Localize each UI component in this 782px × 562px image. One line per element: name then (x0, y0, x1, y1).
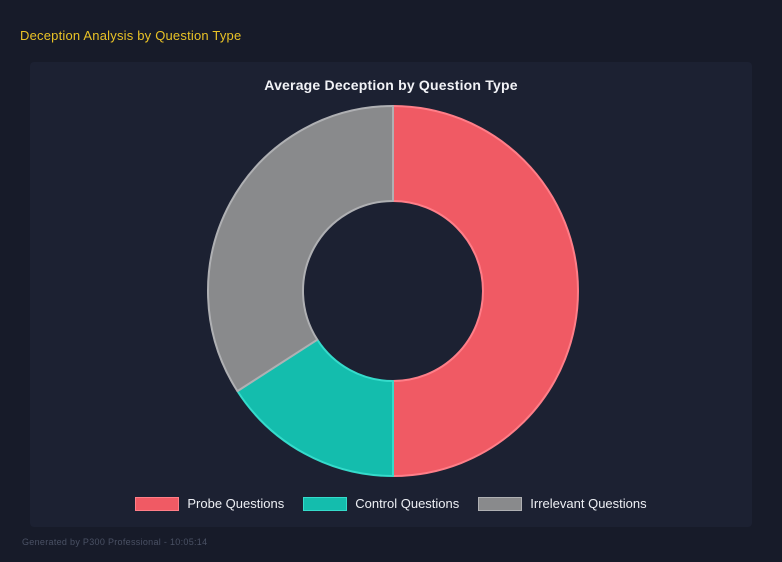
legend-label-control-questions: Control Questions (355, 496, 460, 511)
legend-item-probe-questions[interactable]: Probe Questions (135, 496, 284, 511)
page-title: Deception Analysis by Question Type (20, 28, 242, 43)
legend-swatch-control-questions (303, 496, 348, 511)
donut-slice-probe-questions[interactable] (392, 105, 579, 477)
legend-swatch-irrelevant-questions (478, 496, 523, 511)
legend-item-control-questions[interactable]: Control Questions (303, 496, 459, 511)
donut-slice-irrelevant-questions[interactable] (207, 105, 394, 393)
legend-label-probe-questions: Probe Questions (187, 496, 285, 511)
donut-slice-control-questions[interactable] (236, 338, 394, 477)
legend-swatch-probe-questions (135, 496, 180, 511)
legend-label-irrelevant-questions: Irrelevant Questions (530, 496, 647, 511)
chart-legend: Probe Questions Control Questions Irrele… (30, 496, 752, 511)
chart-title: Average Deception by Question Type (264, 77, 518, 93)
legend-item-irrelevant-questions[interactable]: Irrelevant Questions (478, 496, 647, 511)
footer-text: Generated by P300 Professional - 10:05:1… (22, 537, 208, 547)
donut-slices (207, 105, 579, 477)
